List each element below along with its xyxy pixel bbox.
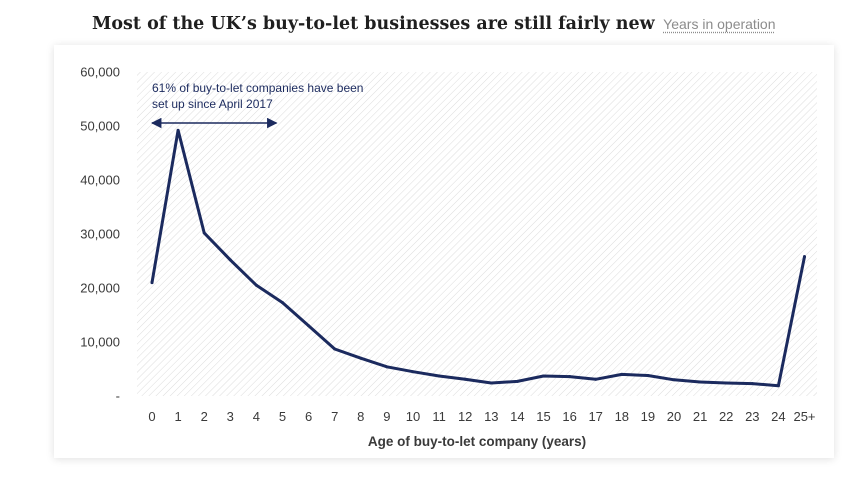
- y-tick-label: 50,000: [80, 119, 120, 134]
- data-point: [489, 381, 493, 385]
- data-point: [542, 374, 545, 378]
- data-point: [672, 378, 676, 382]
- chart-headline: Most of the UK’s buy-to-let businesses a…: [92, 14, 776, 34]
- x-tick-label: 13: [484, 409, 498, 424]
- data-point: [307, 324, 311, 328]
- data-point: [202, 231, 206, 235]
- x-tick-label: 24: [771, 409, 785, 424]
- x-tick-label: 4: [253, 409, 260, 424]
- x-tick-label: 25+: [793, 409, 815, 424]
- x-tick-label: 19: [641, 409, 655, 424]
- x-tick-label: 2: [201, 409, 208, 424]
- x-tick-label: 12: [458, 409, 472, 424]
- x-tick-label: 22: [719, 409, 733, 424]
- x-tick-label: 14: [510, 409, 524, 424]
- y-tick-label: 30,000: [80, 227, 120, 242]
- data-point: [411, 370, 415, 374]
- data-point: [724, 381, 728, 385]
- y-axis-ticks: - 10,000 20,000 30,000 40,000 50,000 60,000: [80, 65, 120, 404]
- data-point: [594, 377, 598, 381]
- data-point: [150, 281, 154, 285]
- y-tick-label: 10,000: [80, 335, 120, 350]
- x-tick-label: 6: [305, 409, 312, 424]
- annotation-line-1: 61% of buy-to-let companies have been: [152, 81, 363, 95]
- x-tick-label: 23: [745, 409, 759, 424]
- y-tick-label: 40,000: [80, 173, 120, 188]
- data-point: [359, 356, 363, 360]
- x-axis-label: Age of buy-to-let company (years): [368, 434, 586, 449]
- data-point: [385, 365, 389, 369]
- x-tick-label: 0: [148, 409, 155, 424]
- x-tick-label: 18: [615, 409, 629, 424]
- chart-subtitle-link[interactable]: Years in operation: [663, 16, 776, 32]
- data-point: [776, 384, 780, 388]
- x-tick-label: 7: [331, 409, 338, 424]
- y-tick-label: 20,000: [80, 281, 120, 296]
- x-tick-label: 20: [667, 409, 681, 424]
- data-point: [176, 128, 180, 132]
- series-points: [150, 128, 806, 388]
- data-point: [646, 373, 650, 377]
- data-point: [568, 375, 572, 379]
- plot-area-background: [137, 72, 817, 396]
- x-tick-label: 21: [693, 409, 707, 424]
- x-tick-label: 10: [406, 409, 420, 424]
- x-tick-label: 5: [279, 409, 286, 424]
- x-axis-ticks: 0 1 2 3 4 5 6 7 8 9 10 11 12 13 14 15 16 17 18 19 20 21 22 23 24…: [148, 409, 815, 424]
- data-point: [333, 347, 337, 351]
- annotation-line-2: set up since April 2017: [152, 97, 273, 111]
- data-point: [228, 258, 232, 262]
- data-point: [463, 377, 467, 381]
- x-tick-label: 17: [588, 409, 602, 424]
- chart-title: Most of the UK’s buy-to-let businesses a…: [92, 14, 655, 34]
- x-tick-label: 16: [562, 409, 576, 424]
- data-point: [750, 382, 754, 386]
- y-tick-label: 60,000: [80, 65, 120, 80]
- x-tick-label: 11: [432, 409, 446, 424]
- x-tick-label: 1: [174, 409, 181, 424]
- x-tick-label: 15: [536, 409, 550, 424]
- data-point: [620, 372, 624, 376]
- y-tick-label: -: [116, 389, 120, 404]
- data-point: [254, 283, 258, 287]
- data-point: [281, 301, 284, 305]
- x-tick-label: 9: [383, 409, 390, 424]
- data-point: [437, 374, 441, 378]
- data-point: [803, 255, 806, 259]
- x-tick-label: 8: [357, 409, 364, 424]
- series-line: [150, 128, 806, 388]
- data-point: [698, 380, 702, 384]
- x-tick-label: 3: [227, 409, 234, 424]
- data-point: [515, 379, 519, 383]
